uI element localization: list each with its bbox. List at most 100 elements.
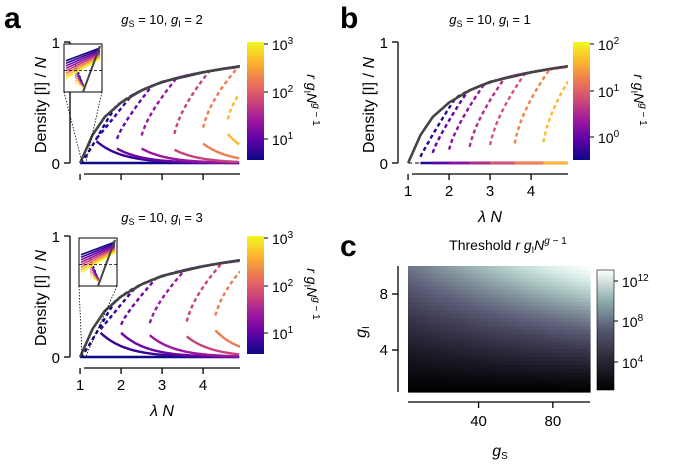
heatmap-cell bbox=[538, 289, 544, 295]
heatmap-cell bbox=[471, 317, 476, 322]
heatmap-cell bbox=[419, 321, 425, 326]
heatmap-cell bbox=[443, 388, 449, 393]
heatmap-cell bbox=[518, 344, 524, 350]
heatmap-cell bbox=[483, 384, 488, 389]
heatmap-cell bbox=[411, 305, 417, 310]
heatmap-cell bbox=[483, 376, 488, 381]
heatmap-cell bbox=[487, 317, 492, 322]
heatmap-cell bbox=[463, 364, 468, 369]
heatmap-cell bbox=[455, 285, 461, 291]
heatmap-cell bbox=[479, 329, 484, 334]
heatmap-cell bbox=[411, 266, 417, 271]
heatmap-cell bbox=[518, 360, 524, 366]
heatmap-cell bbox=[554, 344, 559, 350]
heatmap-cell bbox=[546, 344, 552, 350]
heatmap-cell bbox=[435, 360, 441, 366]
heatmap-cell bbox=[582, 317, 587, 322]
heatmap-cell bbox=[538, 336, 544, 342]
heatmap-cell bbox=[554, 348, 559, 354]
heatmap-cell bbox=[570, 344, 575, 350]
heatmap-cell bbox=[546, 336, 552, 342]
heatmap-cell bbox=[447, 332, 453, 338]
heatmap-cell bbox=[471, 364, 476, 369]
heatmap-cell bbox=[574, 309, 579, 314]
heatmap-cell bbox=[467, 285, 472, 291]
heatmap-cell bbox=[538, 285, 544, 291]
heatmap-cell bbox=[419, 289, 425, 295]
heatmap-cell bbox=[439, 340, 445, 346]
heatmap-cell bbox=[566, 364, 571, 369]
heatmap-cell bbox=[408, 364, 413, 369]
heatmap-cell bbox=[546, 380, 552, 385]
colorbar-tick-label: 103 bbox=[272, 36, 294, 53]
heatmap-cell bbox=[574, 293, 579, 299]
heatmap-cell bbox=[558, 356, 563, 362]
heatmap-cell bbox=[419, 305, 425, 310]
heatmap-cell bbox=[439, 281, 445, 287]
heatmap-cell bbox=[550, 309, 555, 314]
heatmap-cell bbox=[411, 281, 417, 287]
x-tick-label: 4 bbox=[199, 377, 207, 394]
heatmap-cell bbox=[459, 332, 464, 338]
heatmap-cell bbox=[479, 384, 484, 389]
heatmap-cell bbox=[463, 281, 468, 287]
heatmap-cell bbox=[530, 301, 536, 306]
heatmap-cell bbox=[475, 277, 480, 283]
heatmap-cell bbox=[522, 340, 528, 346]
heatmap-cell bbox=[554, 360, 559, 366]
heatmap-cell bbox=[506, 273, 512, 279]
heatmap-cell bbox=[506, 305, 512, 310]
series-line-upper bbox=[173, 65, 239, 135]
heatmap-cell bbox=[514, 289, 520, 295]
heatmap-cell bbox=[451, 340, 457, 346]
heatmap-cell bbox=[483, 277, 488, 283]
heatmap-cell bbox=[411, 329, 417, 334]
heatmap-cell bbox=[530, 372, 536, 377]
heatmap-cell bbox=[510, 336, 516, 342]
heatmap-cell bbox=[574, 289, 579, 295]
heatmap-cell bbox=[411, 388, 417, 393]
heatmap-cell bbox=[582, 269, 587, 275]
heatmap-cell bbox=[408, 384, 413, 389]
heatmap-cell bbox=[471, 293, 476, 299]
heatmap-cell bbox=[526, 266, 532, 271]
heatmap-cell bbox=[562, 266, 567, 271]
heatmap-cell bbox=[526, 329, 532, 334]
heatmap-cell bbox=[586, 376, 591, 381]
heatmap-cell bbox=[419, 266, 425, 271]
heatmap-cell bbox=[487, 352, 492, 358]
heatmap-cell bbox=[423, 321, 429, 326]
heatmap-cell bbox=[546, 269, 552, 275]
heatmap-cell bbox=[522, 269, 528, 275]
heatmap-cell bbox=[570, 340, 575, 346]
heatmap-cell bbox=[558, 317, 563, 322]
heatmap-cell bbox=[534, 285, 540, 291]
heatmap-cell bbox=[542, 376, 548, 381]
heatmap-cell bbox=[526, 309, 532, 314]
series-line-upper bbox=[201, 65, 240, 129]
heatmap-cell bbox=[419, 329, 425, 334]
x-tick-label: 3 bbox=[486, 183, 494, 200]
heatmap-cell bbox=[530, 332, 536, 338]
heatmap-cell bbox=[550, 317, 555, 322]
heatmap-cell bbox=[479, 352, 484, 358]
heatmap-cell bbox=[506, 372, 512, 377]
heatmap-cell bbox=[487, 344, 492, 350]
heatmap-cell bbox=[502, 356, 508, 362]
heatmap-cell bbox=[411, 285, 417, 291]
heatmap-cell bbox=[495, 372, 500, 377]
heatmap-cell bbox=[574, 356, 579, 362]
heatmap-cell bbox=[546, 266, 552, 271]
heatmap-cell bbox=[415, 380, 421, 385]
heatmap-cell bbox=[582, 285, 587, 291]
heatmap-cell bbox=[538, 293, 544, 299]
heatmap-cell bbox=[578, 364, 583, 369]
heatmap-cell bbox=[574, 384, 579, 389]
heatmap-cell bbox=[538, 376, 544, 381]
heatmap-cell bbox=[526, 297, 532, 303]
heatmap-cell bbox=[447, 281, 453, 287]
heatmap-cell bbox=[510, 305, 516, 310]
heatmap-cell bbox=[411, 277, 417, 283]
heatmap-cell bbox=[451, 384, 457, 389]
heatmap-cell bbox=[518, 372, 524, 377]
